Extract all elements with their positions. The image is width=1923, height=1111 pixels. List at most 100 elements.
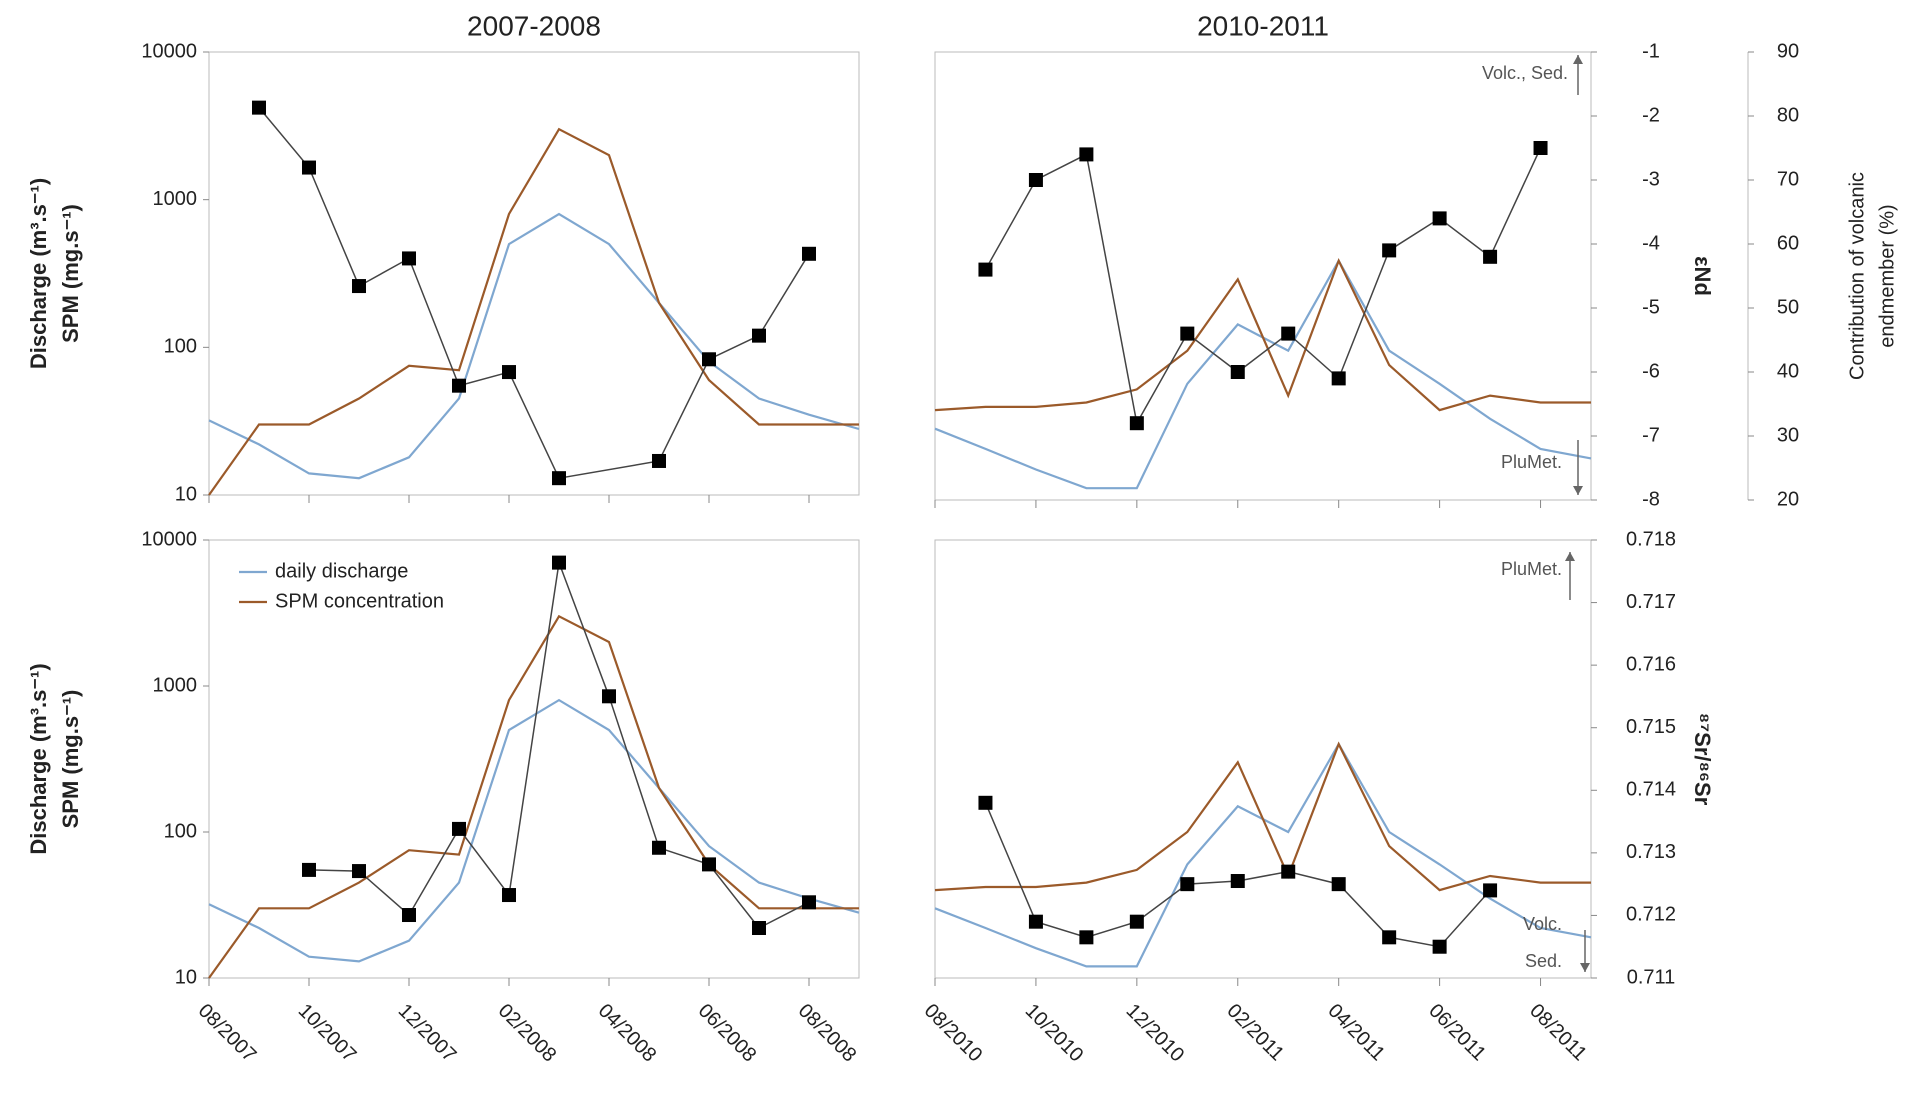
data-point — [1079, 147, 1094, 162]
y2-tick-label: -3 — [1642, 168, 1660, 190]
annotation: Volc., Sed. — [1482, 63, 1568, 83]
y3-axis-label: endmember (%) — [1876, 204, 1898, 347]
y3-tick-label: 60 — [1777, 232, 1799, 254]
data-point — [352, 279, 366, 294]
y2-tick-label: -4 — [1642, 232, 1660, 254]
data-point — [1483, 249, 1498, 264]
data-point — [452, 821, 466, 836]
x-tick-label: 08/2011 — [1525, 1000, 1591, 1066]
legend-label: SPM concentration — [275, 590, 444, 612]
data-point — [702, 857, 716, 872]
y2-tick-label: 0.714 — [1626, 779, 1676, 801]
data-point — [802, 246, 816, 261]
y2-tick-label: 0.711 — [1627, 966, 1676, 988]
series-line — [208, 698, 860, 963]
data-point — [978, 795, 993, 810]
y-tick-label: 10000 — [141, 528, 197, 550]
data-point — [752, 328, 766, 343]
series-line — [208, 212, 860, 480]
data-point — [652, 840, 666, 855]
series-line — [934, 741, 1591, 892]
annotation: PluMet. — [1501, 452, 1562, 472]
data-point — [502, 888, 516, 903]
data-point — [1028, 914, 1043, 929]
x-tick-label: 10/2010 — [1021, 1000, 1088, 1067]
y2-axis-label: ⁸⁷Sr/⁸⁶Sr — [1690, 713, 1715, 806]
chart-title: 2007-2008 — [467, 10, 601, 41]
y3-tick-label: 30 — [1777, 424, 1799, 446]
legend-label: daily discharge — [275, 560, 408, 582]
y-axis-label: SPM (mg.s⁻¹) — [58, 690, 83, 829]
y2-tick-label: 0.717 — [1626, 591, 1676, 613]
plot-frame — [934, 539, 1592, 979]
y2-axis-label: εNd — [1690, 256, 1715, 296]
data-point — [252, 100, 266, 115]
data-point — [1533, 141, 1548, 155]
x-tick-label: 12/2007 — [394, 1000, 461, 1067]
y-tick-label: 1000 — [153, 188, 198, 210]
y3-tick-label: 90 — [1777, 40, 1799, 62]
y2-tick-label: 0.716 — [1626, 653, 1676, 675]
y-tick-label: 10000 — [141, 40, 197, 62]
data-point — [402, 908, 416, 923]
y2-tick-label: -1 — [1642, 40, 1660, 62]
arrow-head — [1573, 55, 1583, 64]
y2-tick-label: -7 — [1642, 424, 1660, 446]
y2-tick-label: 0.713 — [1626, 841, 1676, 863]
plot-frame — [208, 51, 860, 496]
plot-frame — [208, 539, 860, 979]
data-point — [1382, 930, 1397, 945]
series-line — [208, 127, 859, 496]
x-tick-label: 08/2007 — [194, 1000, 261, 1067]
series-line — [208, 614, 859, 979]
data-point — [1180, 326, 1195, 341]
x-tick-label: 04/2011 — [1323, 1000, 1389, 1066]
data-point — [552, 555, 566, 570]
y3-tick-label: 20 — [1777, 488, 1799, 510]
data-point — [1129, 416, 1144, 431]
annotation: Sed. — [1525, 951, 1562, 971]
data-point — [802, 895, 816, 910]
y3-tick-label: 70 — [1777, 168, 1799, 190]
data-point — [1230, 874, 1245, 889]
data-point — [352, 864, 366, 879]
y2-tick-label: -5 — [1642, 296, 1660, 318]
data-point — [1483, 883, 1498, 898]
y2-tick-label: 0.718 — [1626, 528, 1676, 550]
data-point — [1079, 930, 1094, 945]
data-point — [552, 471, 566, 486]
y-axis-label: Discharge (m³.s⁻¹) — [26, 178, 51, 369]
data-point — [452, 378, 466, 393]
arrow-head — [1573, 486, 1583, 495]
data-point — [602, 689, 616, 704]
x-tick-label: 10/2007 — [294, 1000, 361, 1067]
data-point — [978, 262, 993, 277]
data-point — [1281, 326, 1296, 341]
data-point — [302, 160, 316, 175]
data-point — [1129, 914, 1144, 929]
chart-title: 2010-2011 — [1197, 10, 1329, 41]
data-point — [1432, 211, 1447, 226]
annotation: Volc. — [1523, 914, 1562, 934]
data-point — [752, 921, 766, 936]
x-tick-label: 08/2008 — [794, 1000, 861, 1067]
data-point — [1230, 365, 1245, 379]
y-tick-label: 1000 — [153, 674, 198, 696]
data-point — [302, 862, 316, 877]
y-tick-label: 10 — [175, 966, 197, 988]
data-point — [1382, 243, 1397, 258]
y-axis-label: Discharge (m³.s⁻¹) — [26, 663, 51, 854]
data-point — [1432, 939, 1447, 954]
x-tick-label: 02/2011 — [1222, 1000, 1288, 1066]
x-tick-label: 08/2010 — [920, 1000, 987, 1067]
y-tick-label: 100 — [164, 820, 197, 842]
y-axis-label: SPM (mg.s⁻¹) — [58, 204, 83, 343]
y-tick-label: 100 — [164, 336, 197, 358]
y3-tick-label: 50 — [1777, 296, 1799, 318]
data-point — [652, 453, 666, 468]
y3-tick-label: 40 — [1777, 360, 1799, 382]
data-point — [1028, 173, 1043, 187]
y3-tick-label: 80 — [1777, 104, 1799, 126]
data-point — [1180, 877, 1195, 892]
